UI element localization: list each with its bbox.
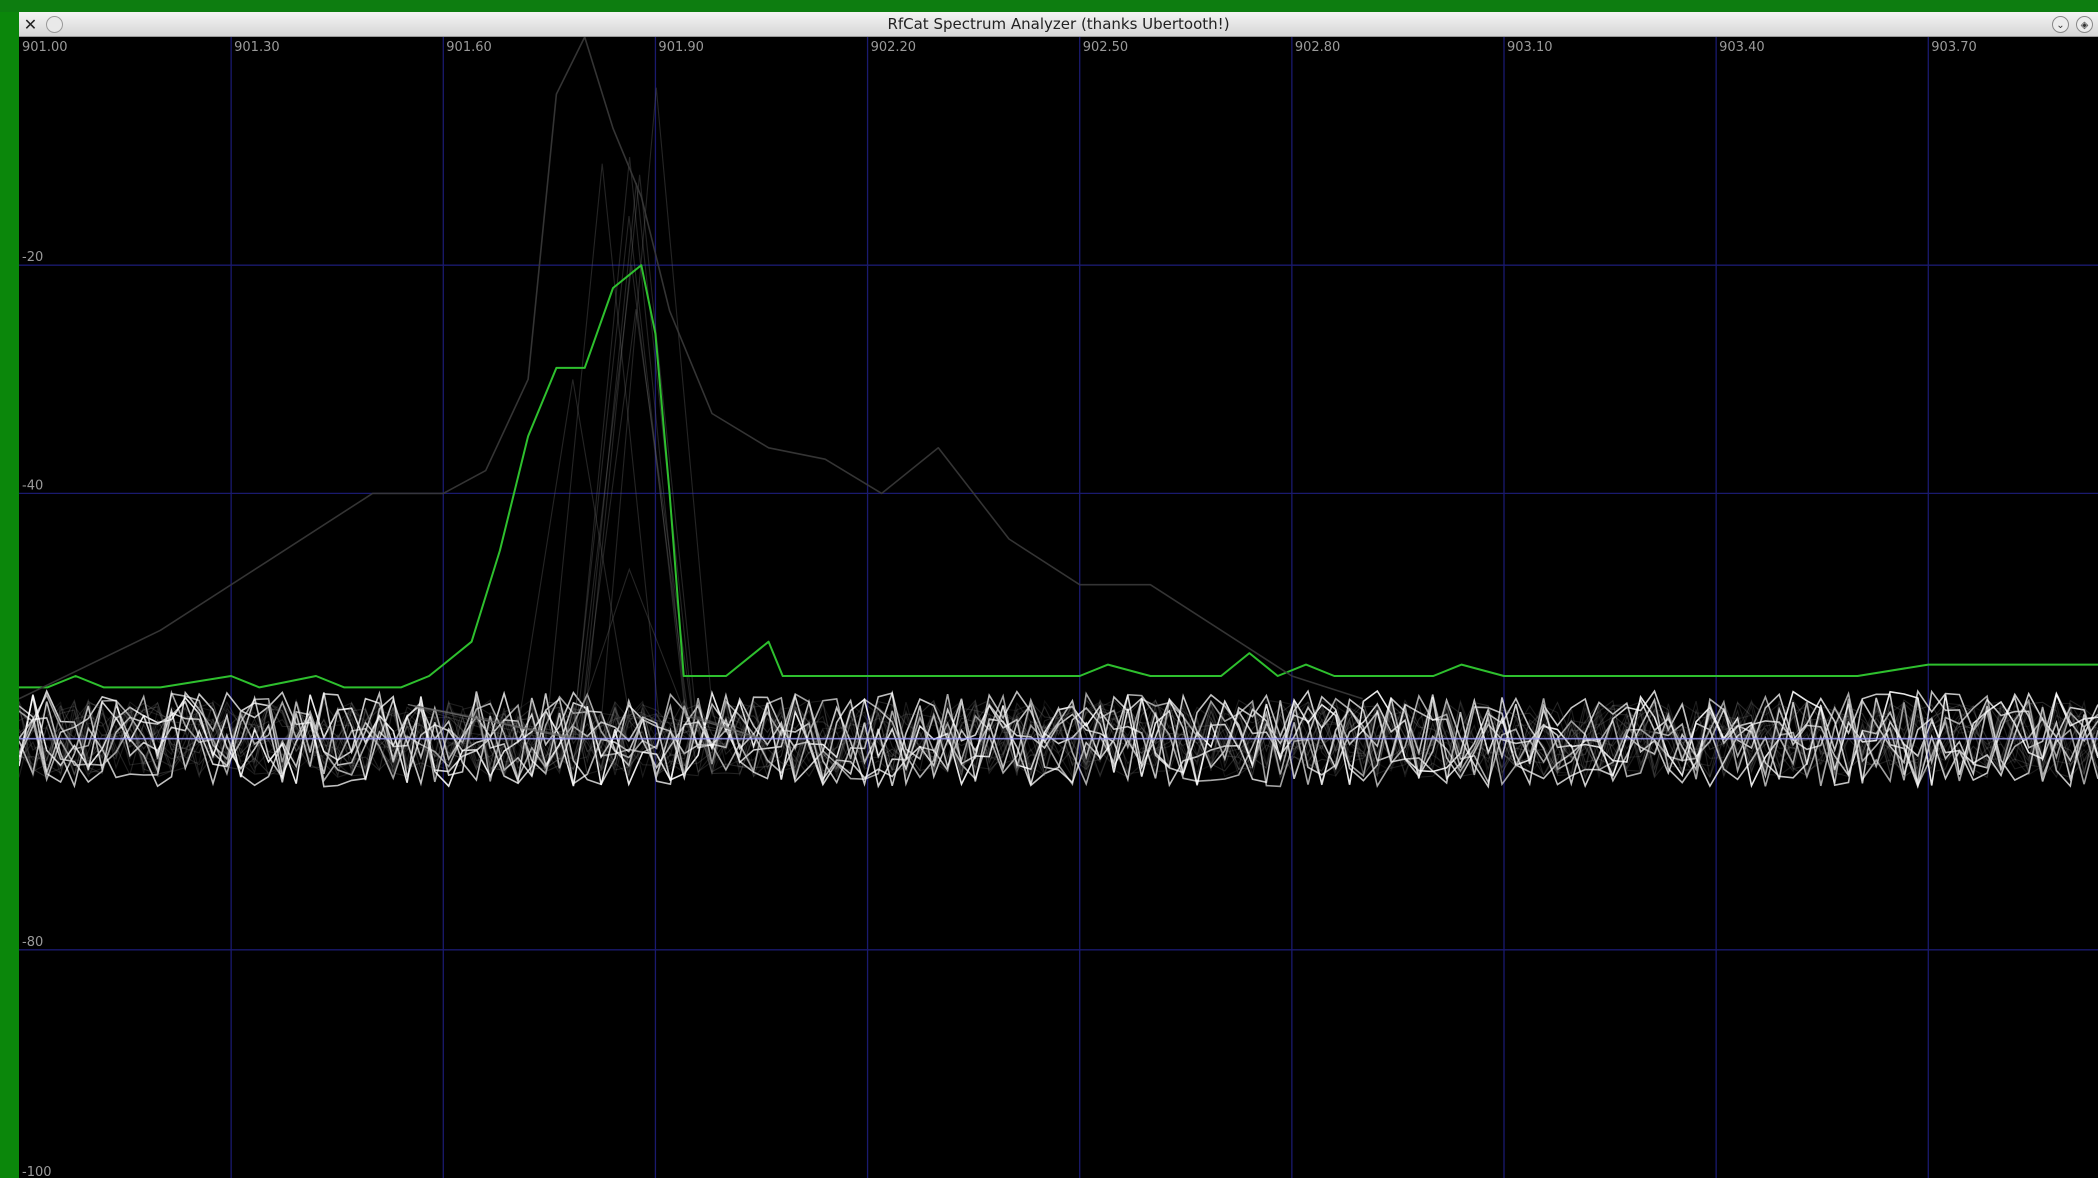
window-title: RfCat Spectrum Analyzer (thanks Ubertoot… — [887, 15, 1230, 33]
noise-trace — [19, 689, 2098, 789]
noise-traces — [19, 87, 2098, 790]
series-layer — [19, 37, 2098, 740]
y-tick-label: -20 — [22, 250, 43, 265]
maximize-icon[interactable]: ◈ — [2076, 16, 2093, 33]
ghost-trace — [407, 174, 762, 740]
ghost-trace — [407, 163, 762, 740]
x-tick-label: 902.50 — [1083, 40, 1129, 55]
minimize-chevron-down-icon[interactable]: ⌄ — [2052, 16, 2069, 33]
noise-trace — [19, 698, 2098, 778]
desktop-background-top — [0, 0, 2098, 12]
x-tick-label: 901.30 — [234, 40, 280, 55]
y-tick-label: -100 — [22, 1165, 52, 1178]
close-icon[interactable]: ✕ — [23, 15, 38, 34]
noise-trace — [19, 698, 2098, 779]
ghost-trace — [407, 567, 762, 740]
x-tick-label: 901.60 — [446, 40, 492, 55]
series-line-max-hold — [19, 264, 2098, 689]
x-tick-label: 901.90 — [658, 40, 704, 55]
noise-trace — [19, 691, 2098, 788]
ghost-trace — [407, 87, 762, 740]
spectrum-analyzer-window: ✕ RfCat Spectrum Analyzer (thanks Uberto… — [19, 12, 2098, 1178]
plot-background — [19, 37, 2098, 1178]
x-tick-label: 902.20 — [871, 40, 917, 55]
noise-trace — [19, 698, 2098, 780]
y-tick-label: -80 — [22, 935, 43, 950]
x-tick-label: 903.10 — [1507, 40, 1553, 55]
noise-trace — [19, 690, 2098, 788]
x-tick-label: 901.00 — [22, 40, 68, 55]
window-titlebar[interactable]: ✕ RfCat Spectrum Analyzer (thanks Uberto… — [19, 12, 2098, 37]
noise-trace — [19, 699, 2098, 779]
noise-trace — [19, 698, 2098, 779]
x-tick-label: 903.40 — [1719, 40, 1765, 55]
noise-trace — [19, 699, 2098, 779]
noise-trace — [19, 699, 2098, 779]
noise-trace — [19, 692, 2098, 790]
noise-trace — [19, 699, 2098, 779]
desktop-background-left — [0, 12, 19, 1178]
noise-trace — [19, 698, 2098, 780]
plot-grid — [19, 37, 2098, 1178]
x-tick-label: 903.70 — [1931, 40, 1977, 55]
noise-trace — [19, 698, 2098, 779]
series-line-burst-trace — [19, 37, 1363, 700]
ghost-trace — [407, 265, 762, 740]
ghost-trace — [407, 379, 762, 740]
noise-trace — [19, 698, 2098, 779]
y-tick-label: -40 — [22, 478, 43, 493]
noise-trace — [19, 698, 2098, 778]
noise-trace — [19, 699, 2098, 779]
ghost-trace — [407, 309, 762, 740]
axis-labels: 901.00 901.30 901.60 901.90 902.20 902.50 902.… — [22, 40, 1977, 1178]
ghost-trace — [407, 156, 762, 740]
spectrum-plot: 901.00 901.30 901.60 901.90 902.20 902.50 902.… — [19, 37, 2098, 1178]
noise-trace — [19, 699, 2098, 779]
ghost-trace — [407, 215, 762, 740]
x-tick-label: 902.80 — [1295, 40, 1341, 55]
sticky-icon[interactable] — [46, 16, 63, 33]
